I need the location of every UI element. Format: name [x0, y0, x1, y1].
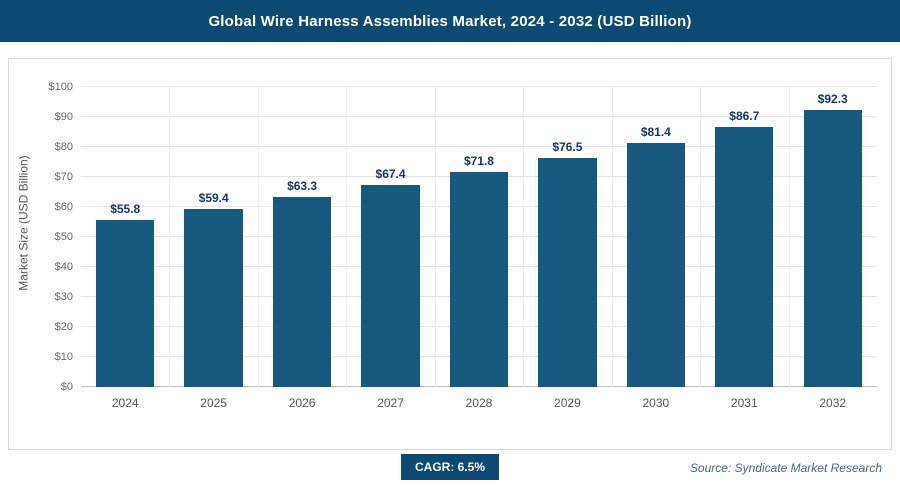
x-axis-label: 2028 [465, 396, 493, 410]
bar-slot: $92.3 [789, 87, 877, 387]
y-tick-label: $60 [54, 201, 73, 213]
gridline [81, 86, 877, 87]
x-axis-label: 2026 [288, 396, 316, 410]
bar-slot: $63.3 [258, 87, 346, 387]
bar-value-label: $71.8 [463, 153, 494, 168]
bar [449, 171, 509, 387]
y-tick-label: $50 [54, 231, 73, 243]
gridline-vertical [523, 87, 525, 387]
x-axis-label: 2027 [377, 396, 404, 410]
bar-value-label: $55.8 [110, 201, 141, 216]
bar-value-label: $81.4 [640, 124, 671, 139]
bar [626, 142, 686, 387]
bar-slot: $59.4 [169, 87, 257, 387]
bar-slot: $86.7 [700, 87, 788, 387]
plot-area: $0 $10 $20 $30 $40 $50 $60 $70 $80 $90 $100 $55.8 $… [49, 81, 877, 410]
bar [803, 110, 862, 387]
y-tick-label: $90 [54, 111, 73, 123]
gridline-vertical [434, 87, 436, 387]
y-tick-label: $0 [60, 381, 73, 393]
x-axis-label: 2025 [200, 396, 227, 410]
x-labels: 2024 2025 2026 2027 2028 2029 2030 2031 2032 [81, 396, 877, 410]
bar [361, 184, 420, 387]
bar-value-label: $76.5 [552, 139, 583, 154]
bar [272, 197, 332, 387]
bar [715, 126, 774, 387]
gridline [81, 146, 877, 147]
bar-slot: $55.8 [81, 87, 169, 387]
y-tick-label: $80 [54, 141, 73, 153]
y-tick-label: $20 [54, 321, 73, 333]
bar-value-label: $86.7 [729, 108, 760, 123]
bars: $55.8 $59.4 $63.3 $67.4 $71.8 $76.5 $81.4 $86.7… [81, 87, 877, 387]
chart-footer: CAGR: 6.5% Source: Syndicate Market Rese… [0, 454, 900, 488]
y-tick-label: $100 [48, 81, 73, 93]
y-tick-label: $70 [54, 171, 73, 183]
y-axis-title-text: Market Size (USD Billion) [17, 155, 31, 291]
chart-title: Global Wire Harness Assemblies Market, 2… [208, 12, 692, 30]
bar-slot: $76.5 [523, 87, 611, 387]
bar-slot: $71.8 [435, 87, 523, 387]
bar-value-label: $67.4 [375, 166, 406, 181]
gridline-vertical [788, 87, 790, 387]
bar-value-label: $63.3 [287, 179, 318, 194]
bar-value-label: $59.4 [198, 190, 229, 205]
bar [96, 219, 155, 387]
bar-slot: $81.4 [612, 87, 700, 387]
cagr-badge: CAGR: 6.5% [400, 454, 500, 480]
gridline-vertical [257, 87, 259, 387]
gridline-vertical [700, 87, 702, 387]
chart-title-bar: Global Wire Harness Assemblies Market, 2… [0, 0, 900, 42]
bar-value-label: $92.3 [817, 92, 848, 107]
bar-slot: $67.4 [346, 87, 434, 387]
y-tick-label: $40 [54, 261, 73, 273]
x-axis-label: 2024 [111, 396, 139, 410]
gridline-vertical [611, 87, 613, 387]
bar [538, 157, 597, 387]
x-axis-label: 2029 [554, 396, 581, 410]
x-axis-label: 2031 [730, 396, 758, 410]
x-axis-label: 2030 [642, 396, 670, 410]
y-axis-title: Market Size (USD Billion) [9, 59, 39, 387]
gridline [81, 116, 877, 117]
y-tick-label: $30 [54, 291, 73, 303]
bar [184, 208, 243, 387]
x-axis-label: 2032 [819, 396, 847, 410]
chart-area: Market Size (USD Billion) $0 $10 $20 $30 $40… [8, 58, 892, 450]
gridline-vertical [169, 87, 171, 387]
source-text: Source: Syndicate Market Research [689, 461, 882, 475]
gridline-vertical [346, 87, 348, 387]
y-tick-label: $10 [54, 351, 73, 363]
